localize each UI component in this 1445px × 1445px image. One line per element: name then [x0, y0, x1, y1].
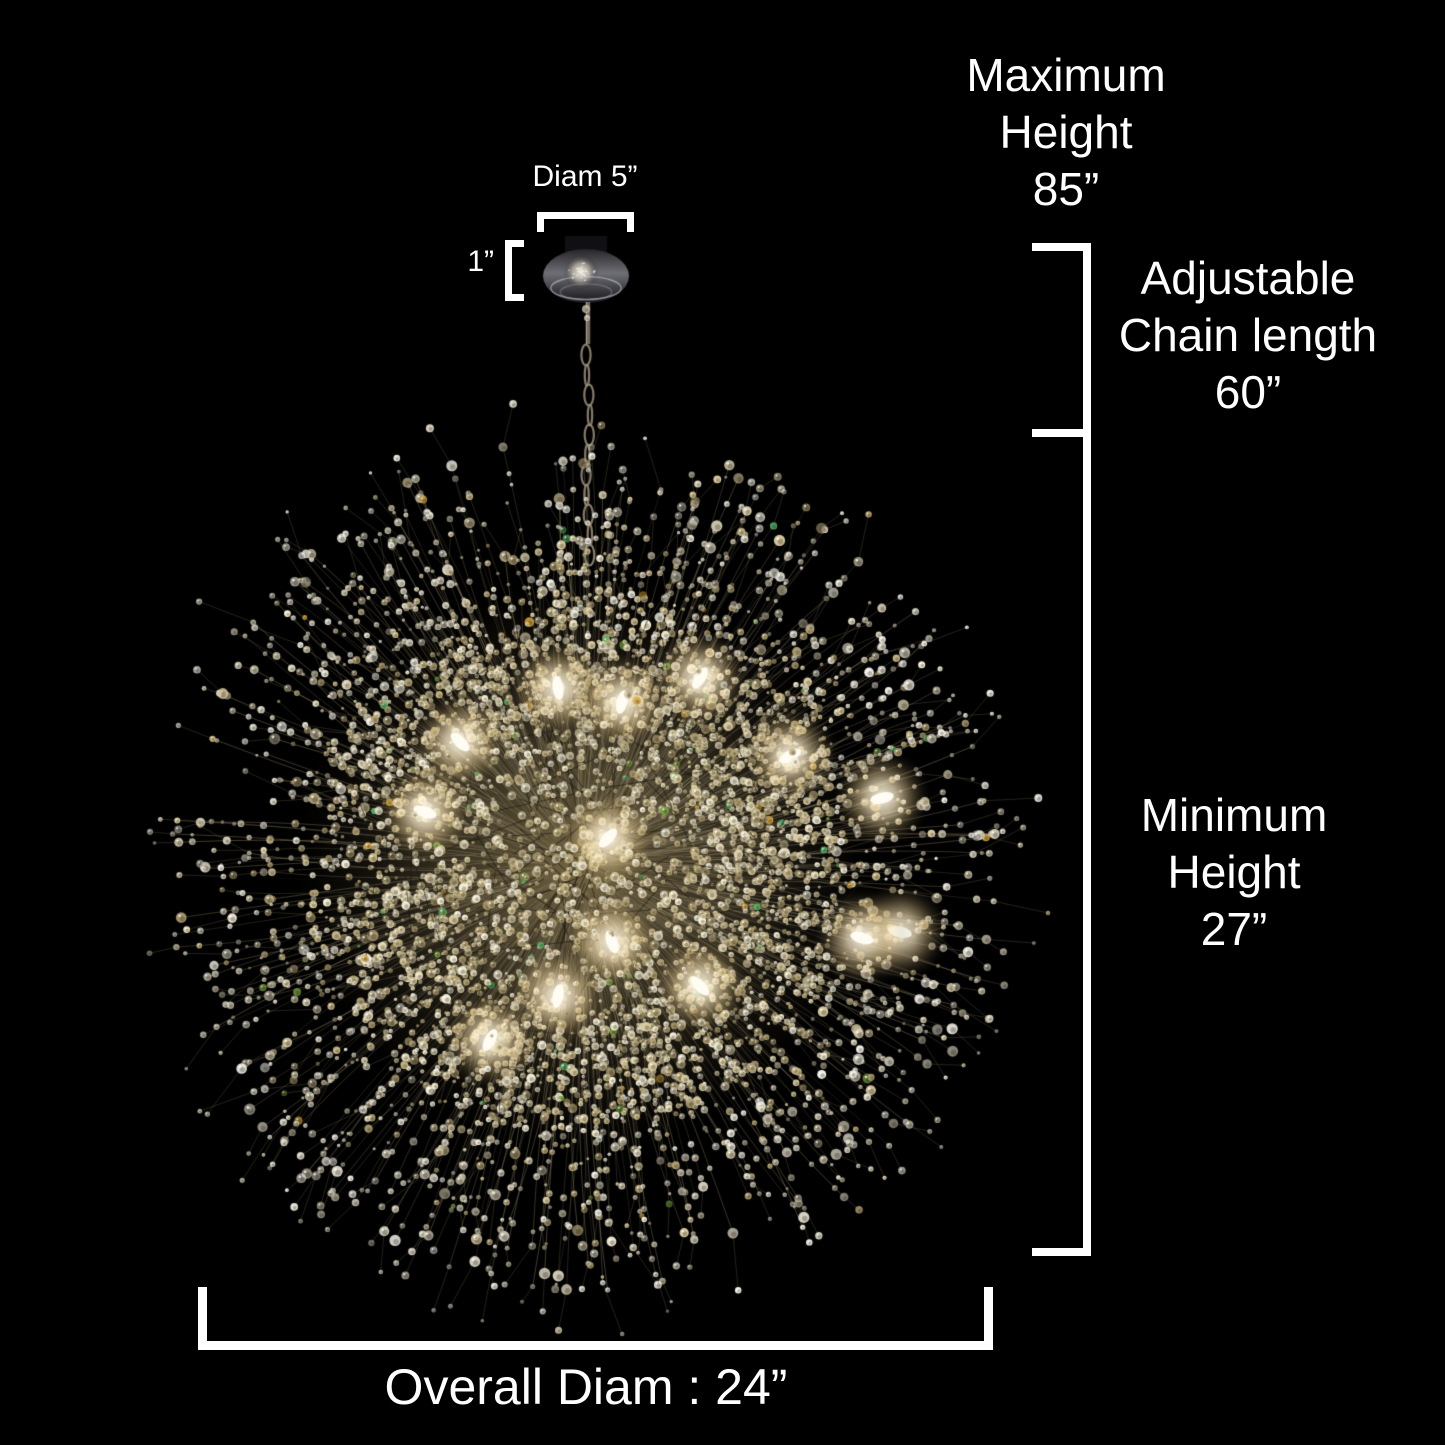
min-height-label: Minimum Height 27”: [1034, 787, 1434, 958]
canopy-diam-label: Diam 5”: [532, 160, 638, 193]
canopy-height-bracket-top-tick: [505, 240, 524, 247]
chain-value: 60”: [1214, 366, 1282, 418]
canopy-diam-bracket-line: [537, 212, 634, 219]
min-height-line-1: Minimum: [1140, 789, 1328, 841]
min-height-line-2: Height: [1167, 846, 1301, 898]
max-height-line-1: Maximum: [966, 49, 1166, 101]
canopy-height-bracket-bottom-tick: [505, 294, 524, 301]
height-bracket-bottom-tick: [1032, 1248, 1091, 1256]
canopy-height-bracket-line: [505, 240, 512, 301]
height-bracket-vertical-line: [1083, 243, 1091, 1256]
chain-line-1: Adjustable: [1140, 252, 1356, 304]
min-height-value: 27”: [1200, 903, 1268, 955]
overall-diam-bracket-left-tick: [198, 1287, 207, 1350]
max-height-label: Maximum Height 85”: [906, 47, 1226, 218]
canopy-height-label: 1”: [467, 245, 494, 278]
max-height-line-2: Height: [999, 106, 1133, 158]
canopy-diam-bracket-left-tick: [537, 212, 544, 232]
overall-diam-bracket-line: [198, 1341, 993, 1350]
adjustable-chain-label: Adjustable Chain length 60”: [1048, 250, 1445, 421]
overall-diam-bracket-right-tick: [984, 1287, 993, 1350]
max-height-value: 85”: [1032, 163, 1100, 215]
height-bracket-middle-tick: [1032, 429, 1083, 437]
chain-line-2: Chain length: [1118, 309, 1378, 361]
height-bracket-top-tick: [1032, 243, 1091, 251]
canopy-diam-bracket-right-tick: [627, 212, 634, 232]
overall-diam-label: Overall Diam : 24”: [384, 1359, 788, 1415]
